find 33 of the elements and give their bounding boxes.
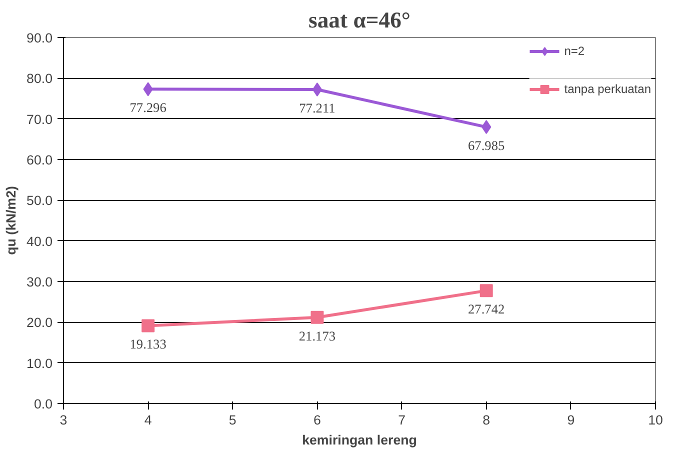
data-label: 21.173	[298, 328, 336, 344]
legend-label: n=2	[564, 44, 585, 58]
data-label: 27.742	[468, 302, 505, 317]
y-tick-label: 90.0	[26, 30, 53, 46]
x-tick-label: 6	[314, 412, 321, 428]
x-tick-label: 3	[60, 412, 68, 428]
y-tick-label: 10.0	[26, 356, 53, 371]
x-tick-label: 4	[144, 412, 152, 428]
data-label: 77.211	[299, 100, 336, 116]
y-tick-label: 30.0	[26, 274, 53, 290]
data-label: 77.296	[130, 100, 167, 116]
y-tick-label: 40.0	[26, 234, 53, 249]
y-tick-label: 60.0	[26, 152, 53, 168]
chart-title: saat α=46°	[308, 8, 410, 32]
x-tick-label: 5	[228, 412, 236, 428]
y-tick-label: 70.0	[26, 112, 53, 127]
data-label: 19.133	[130, 336, 167, 352]
point	[480, 284, 493, 298]
point	[312, 82, 322, 97]
y-tick-label: 0.0	[34, 396, 53, 412]
y-tick-label: 20.0	[26, 315, 53, 330]
data-label: 67.985	[468, 138, 506, 154]
legend-label: tanpa perkuatan	[564, 82, 651, 96]
x-tick-label: 8	[482, 412, 490, 428]
x-tick-label: 7	[398, 412, 406, 428]
x-tick-label: 10	[648, 412, 663, 428]
y-tick-label: 50.0	[26, 193, 53, 208]
x-axis-title: kemiringan lereng	[302, 432, 417, 448]
y-axis-title: qu (kN/m2)	[4, 186, 19, 255]
point	[142, 319, 155, 332]
x-tick-label: 9	[567, 412, 575, 428]
point	[310, 310, 324, 324]
y-tick-label: 80.0	[26, 71, 53, 86]
